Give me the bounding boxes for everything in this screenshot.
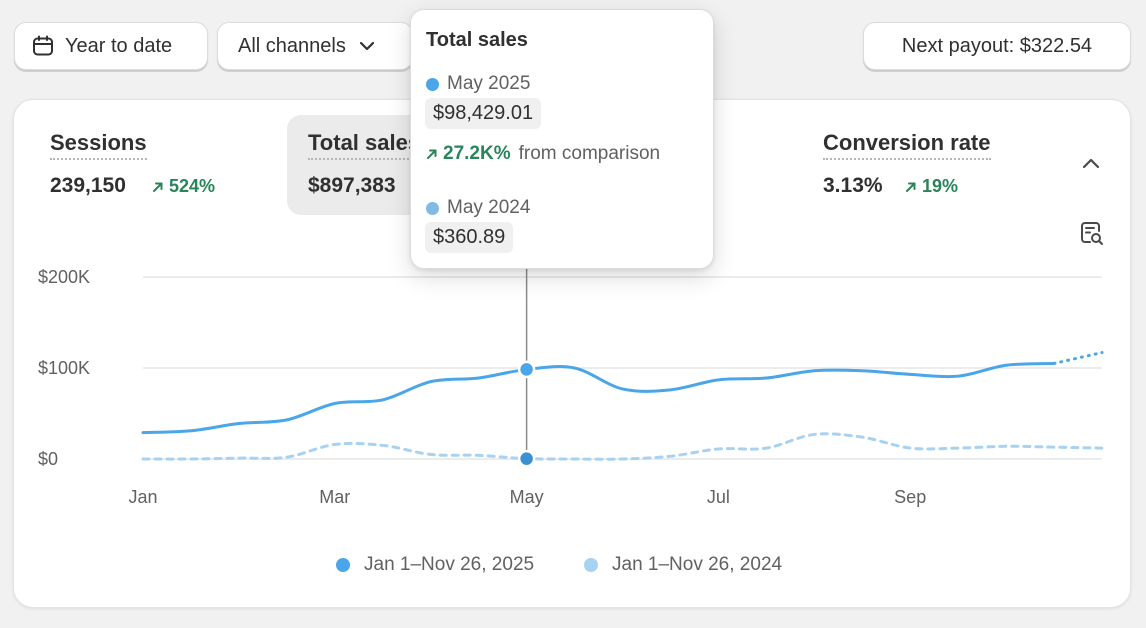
tooltip-change: 27.2K% from comparison <box>426 143 660 165</box>
collapse-button[interactable] <box>1080 153 1102 175</box>
tooltip-change-pct: 27.2K% <box>426 143 511 165</box>
legend-item-current[interactable]: Jan 1–Nov 26, 2025 <box>336 554 534 576</box>
tooltip-previous-label: May 2024 <box>447 197 531 218</box>
series-line-dashed <box>141 432 1104 461</box>
legend-swatch-previous <box>584 558 598 572</box>
x-tick-label: Jan <box>128 487 157 507</box>
metric-title: Sessions <box>50 130 147 160</box>
y-tick-label: $100K <box>38 358 90 378</box>
metric-value: 239,150 <box>50 174 126 197</box>
metric-value: 3.13% <box>823 174 883 197</box>
channels-label: All channels <box>238 34 346 57</box>
tooltip-change-note: from comparison <box>518 143 661 164</box>
tooltip-swatch-current <box>426 77 439 91</box>
tooltip-current-period: May 2025 <box>426 73 530 95</box>
next-payout-label: Next payout: $322.54 <box>901 34 1093 57</box>
tooltip-previous-period: May 2024 <box>426 197 530 219</box>
tooltip-current-value: $98,429.01 <box>425 98 542 129</box>
chevron-up-icon <box>1082 158 1100 169</box>
y-tick-label: $0 <box>38 449 58 469</box>
tooltip-current-label: May 2025 <box>447 73 531 94</box>
series-line-dotted <box>1052 351 1104 365</box>
chart-tooltip: Total sales May 2025 $98,429.01 27.2K% f… <box>410 9 714 269</box>
chevron-down-icon <box>359 41 374 51</box>
hover-marker-current <box>517 360 536 379</box>
metric-change: 524% <box>152 176 215 197</box>
next-payout-button[interactable]: Next payout: $322.54 <box>863 22 1131 70</box>
metric-change-value: 524% <box>169 176 216 196</box>
series-line-solid <box>141 361 1056 435</box>
x-tick-label: Jul <box>707 487 730 507</box>
metric-title: Total sales <box>308 130 421 160</box>
tooltip-previous-value: $360.89 <box>425 222 514 253</box>
hover-markers <box>517 360 536 468</box>
arrow-up-right-icon <box>906 182 916 192</box>
tooltip-swatch-previous <box>426 201 439 215</box>
date-range-button[interactable]: Year to date <box>14 22 208 70</box>
date-range-label: Year to date <box>65 34 173 57</box>
arrow-up-right-icon <box>153 182 163 192</box>
hover-marker-previous <box>517 449 536 468</box>
x-axis-ticks: Jan Mar May Jul Sep <box>128 487 926 507</box>
legend-label-current: Jan 1–Nov 26, 2025 <box>364 554 535 575</box>
x-tick-label: May <box>510 487 544 507</box>
metric-change-value: 19% <box>922 176 959 196</box>
calendar-icon <box>33 35 53 56</box>
explore-report-button[interactable] <box>1078 220 1106 248</box>
legend-label-previous: Jan 1–Nov 26, 2024 <box>612 554 783 575</box>
tooltip-change-value: 27.2K% <box>443 143 511 164</box>
chart-series <box>141 351 1104 461</box>
x-tick-label: Mar <box>319 487 350 507</box>
chart-gridlines <box>143 276 1102 460</box>
tooltip-title: Total sales <box>426 29 528 51</box>
y-tick-label: $200K <box>38 267 90 287</box>
explore-report-icon <box>1081 222 1103 245</box>
legend-item-previous[interactable]: Jan 1–Nov 26, 2024 <box>584 554 782 576</box>
metric-title: Conversion rate <box>823 130 991 160</box>
arrow-up-right-icon <box>427 149 437 159</box>
legend-swatch-current <box>336 558 350 572</box>
metric-change: 19% <box>905 176 958 197</box>
x-tick-label: Sep <box>894 487 926 507</box>
metric-value: $897,383 <box>308 174 396 197</box>
y-axis-ticks: $0 $100K $200K <box>38 267 90 469</box>
